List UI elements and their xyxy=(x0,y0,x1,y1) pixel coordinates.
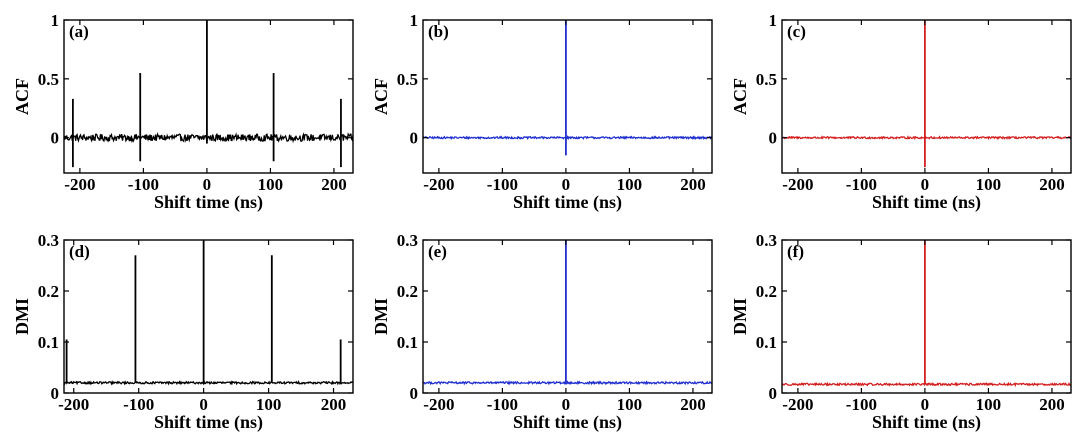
x-axis-label: Shift time (ns) xyxy=(513,192,622,213)
panel-a: -200 -100 0 100 200 0 0.5 1 Shift time (ns) ACF (a… xyxy=(12,11,354,213)
x-tick-label: 200 xyxy=(680,175,706,194)
y-tick-label: 0.3 xyxy=(397,231,418,250)
x-tick-label: -100 xyxy=(128,175,159,194)
y-tick-label: 0.5 xyxy=(38,70,59,89)
y-axis-label: DMI xyxy=(730,298,750,335)
x-axis-label: Shift time (ns) xyxy=(872,412,981,433)
y-tick-label: 0 xyxy=(410,384,419,403)
x-tick-label: -200 xyxy=(423,175,454,194)
x-tick-label: -100 xyxy=(123,395,154,414)
y-tick-label: 0 xyxy=(769,384,778,403)
x-tick-label: -200 xyxy=(782,395,813,414)
plot-frame xyxy=(781,19,1072,174)
y-tick-label: 0.3 xyxy=(756,231,777,250)
x-axis-label: Shift time (ns) xyxy=(872,192,981,213)
x-axis-label: Shift time (ns) xyxy=(154,412,263,433)
x-tick-label: 0 xyxy=(203,175,212,194)
data-series xyxy=(64,240,353,386)
panel-b: -200 -100 0 100 200 0 0.5 1 Shift time (ns) ACF (b… xyxy=(371,11,713,213)
y-tick-label: 0.3 xyxy=(38,231,59,250)
y-axis-label: ACF xyxy=(371,78,391,115)
y-tick-label: 0 xyxy=(51,384,60,403)
x-tick-label: 100 xyxy=(976,175,1002,194)
y-tick-label: 0.5 xyxy=(756,70,777,89)
x-tick-label: 200 xyxy=(321,395,347,414)
y-tick-label: 0.5 xyxy=(397,70,418,89)
noise-baseline-trace xyxy=(782,381,1071,388)
x-tick-label: 0 xyxy=(921,395,930,414)
x-tick-label: 200 xyxy=(680,395,706,414)
x-tick-label: 200 xyxy=(1039,395,1065,414)
noise-baseline-trace xyxy=(423,135,712,141)
x-tick-label: 100 xyxy=(617,175,643,194)
noise-baseline-trace xyxy=(64,380,353,386)
y-axis-label: ACF xyxy=(12,78,32,115)
data-series xyxy=(423,20,712,156)
panel-e: -200 -100 0 100 200 0 0.1 0.2 0.3 Shift time (ns)… xyxy=(371,231,713,433)
x-tick-label: 200 xyxy=(1039,175,1065,194)
x-axis-label: Shift time (ns) xyxy=(154,192,263,213)
x-tick-label: 100 xyxy=(617,395,643,414)
y-tick-label: 0 xyxy=(51,129,60,148)
y-tick-label: 0.2 xyxy=(38,282,59,301)
x-tick-label: 100 xyxy=(976,395,1002,414)
x-tick-label: 200 xyxy=(321,175,347,194)
x-axis-label: Shift time (ns) xyxy=(513,412,622,433)
plot-frame xyxy=(63,19,354,174)
x-tick-label: -200 xyxy=(423,395,454,414)
panel-d: -200 -100 0 100 200 0 0.1 0.2 0.3 Shift time (ns)… xyxy=(12,231,354,433)
plot-frame xyxy=(63,239,354,394)
data-series xyxy=(782,20,1071,168)
plot-frame xyxy=(781,239,1072,394)
plot-frame xyxy=(422,239,713,394)
data-series xyxy=(423,240,712,386)
x-tick-label: -100 xyxy=(487,175,518,194)
data-series xyxy=(64,20,353,168)
x-tick-label: 0 xyxy=(562,175,571,194)
data-series xyxy=(782,240,1071,388)
panel-f: -200 -100 0 100 200 0 0.1 0.2 0.3 Shift time (ns)… xyxy=(730,231,1072,433)
y-axis-label: ACF xyxy=(730,78,750,115)
x-tick-label: 100 xyxy=(256,395,282,414)
x-tick-label: -200 xyxy=(782,175,813,194)
y-tick-label: 1 xyxy=(51,11,60,30)
x-tick-label: 0 xyxy=(199,395,208,414)
y-tick-label: 1 xyxy=(410,11,419,30)
y-axis-label: DMI xyxy=(371,298,391,335)
panel-label: (b) xyxy=(428,22,449,41)
panel-label: (e) xyxy=(428,242,447,261)
y-axis-label: DMI xyxy=(12,298,32,335)
x-tick-label: 100 xyxy=(258,175,284,194)
y-tick-label: 0 xyxy=(410,129,419,148)
y-tick-label: 0.1 xyxy=(756,333,777,352)
x-tick-label: -100 xyxy=(846,395,877,414)
noise-baseline-trace xyxy=(64,131,353,144)
x-tick-label: -200 xyxy=(58,395,89,414)
panel-label: (d) xyxy=(69,242,90,261)
y-tick-label: 0.1 xyxy=(38,333,59,352)
y-tick-label: 0.1 xyxy=(397,333,418,352)
plot-frame xyxy=(422,19,713,174)
noise-baseline-trace xyxy=(782,135,1071,141)
panel-label: (c) xyxy=(787,22,806,41)
y-tick-label: 0.2 xyxy=(756,282,777,301)
x-tick-label: -100 xyxy=(487,395,518,414)
y-tick-label: 1 xyxy=(769,11,778,30)
x-tick-label: 0 xyxy=(921,175,930,194)
x-tick-label: 0 xyxy=(562,395,571,414)
panel-label: (f) xyxy=(787,242,804,261)
panel-label: (a) xyxy=(69,22,89,41)
noise-baseline-trace xyxy=(423,379,712,386)
panel-c: -200 -100 0 100 200 0 0.5 1 Shift time (ns) ACF (c… xyxy=(730,11,1072,213)
y-tick-label: 0 xyxy=(769,129,778,148)
x-tick-label: -200 xyxy=(64,175,95,194)
x-tick-label: -100 xyxy=(846,175,877,194)
y-tick-label: 0.2 xyxy=(397,282,418,301)
